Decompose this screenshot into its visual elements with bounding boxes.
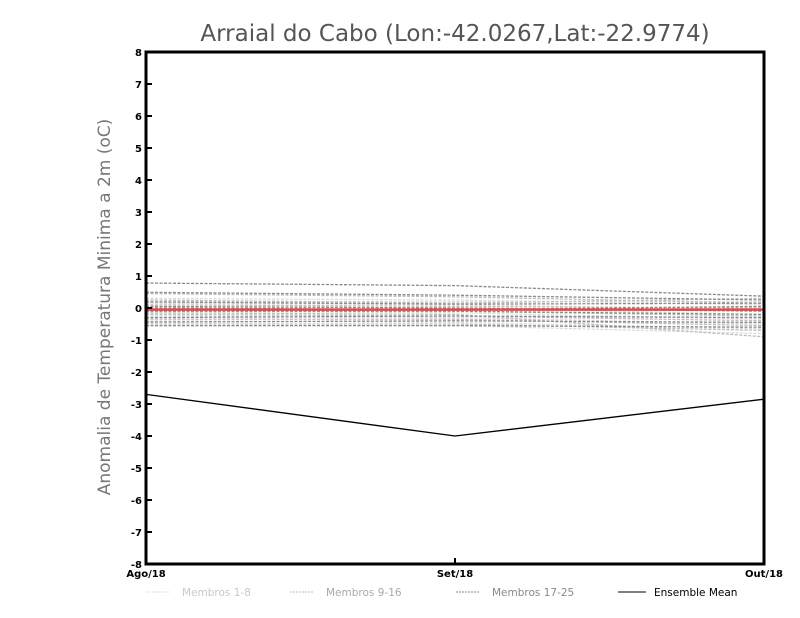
chart-title: Arraial do Cabo (Lon:-42.0267,Lat:-22.97… [200,21,709,47]
y-axis-label: Anomalia de Temperatura Minima a 2m (oC) [95,119,115,496]
member-line [146,324,765,328]
member-line [145,292,765,304]
y-tick-label: 5 [135,144,142,155]
y-tick-label: 6 [135,112,142,123]
y-tick-label: -5 [131,464,142,475]
member-line [146,324,765,335]
y-tick-label: 0 [135,304,142,315]
member-line [145,312,765,338]
y-tick-label: -2 [131,368,142,379]
member-line [145,291,765,301]
member-line [145,315,765,319]
legend-label: Membros 1-8 [182,587,251,599]
y-tick-label: -4 [131,432,142,443]
member-line [145,282,765,297]
y-tick-label: -8 [131,560,142,571]
member-line [145,313,765,322]
member-line [145,297,765,304]
member-line [145,301,765,305]
legend-label: Membros 17-25 [492,587,574,599]
member-line [146,323,765,332]
member-line [145,305,765,316]
legend-label: Membros 9-16 [326,587,402,599]
y-tick-label: -7 [131,528,142,539]
member-line [145,305,765,311]
legend-label: Ensemble Mean [654,587,737,599]
member-line [146,310,765,316]
y-tick-label: 2 [135,240,142,251]
member-line [145,320,765,324]
y-tick-label: 3 [135,208,142,219]
y-tick-label: -1 [131,336,142,347]
y-tick-label: -3 [131,400,142,411]
member-line [146,318,765,327]
y-tick-label: 4 [135,176,142,187]
x-tick-label: Out/18 [745,569,783,580]
y-tick-label: 8 [135,48,142,59]
y-tick-label: 1 [135,272,142,283]
x-tick-label: Ago/18 [126,569,165,580]
member-line [145,308,765,317]
ensemble-mean-line [145,393,765,437]
y-tick-label: 7 [135,80,142,91]
x-tick-label: Set/18 [437,569,473,580]
y-tick-label: -6 [131,496,142,507]
